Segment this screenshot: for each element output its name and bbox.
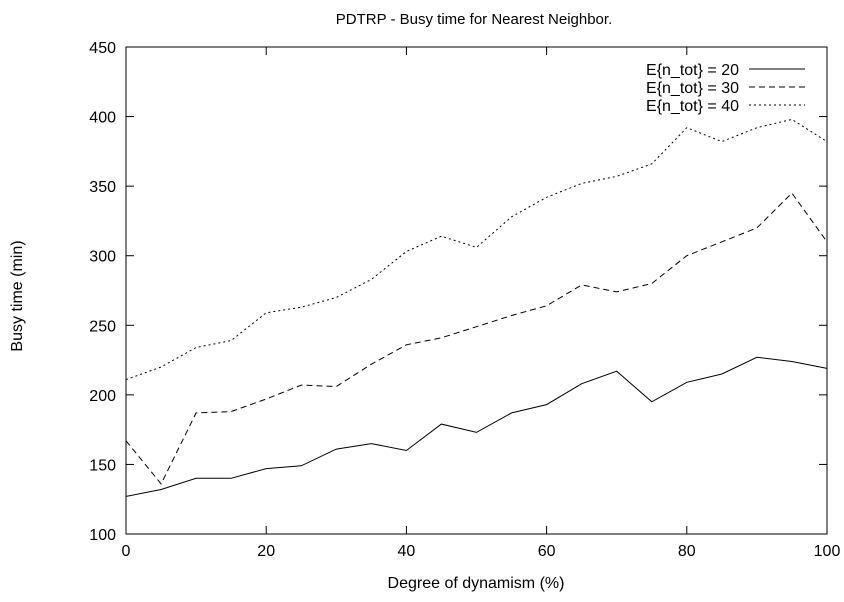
x-tick-label: 40 [398, 543, 416, 560]
plot-area-border [125, 46, 828, 535]
x-tick-label: 0 [122, 543, 131, 560]
legend-label-1: E{n_tot} = 20 [646, 62, 739, 79]
chart-title: PDTRP - Busy time for Nearest Neighbor. [336, 11, 613, 28]
y-tick-label: 150 [89, 457, 116, 474]
legend-label-3: E{n_tot} = 40 [646, 98, 739, 115]
legend-label-2: E{n_tot} = 30 [646, 80, 739, 97]
x-tick-label: 80 [678, 543, 696, 560]
x-tick-label: 100 [814, 543, 841, 560]
y-axis-title: Busy time (min) [9, 240, 26, 351]
y-tick-label: 300 [89, 249, 116, 266]
y-tick-label: 450 [89, 40, 116, 57]
x-tick-label: 60 [538, 543, 556, 560]
series-line-1 [125, 356, 828, 497]
x-tick-label: 20 [257, 543, 275, 560]
series-line-2 [125, 192, 828, 485]
y-tick-label: 250 [89, 318, 116, 335]
y-tick-label: 100 [89, 527, 116, 544]
y-tick-label: 200 [89, 388, 116, 405]
y-tick-label: 400 [89, 110, 116, 127]
y-tick-label: 350 [89, 179, 116, 196]
x-axis-title: Degree of dynamism (%) [388, 575, 565, 592]
series-line-3 [125, 118, 828, 381]
